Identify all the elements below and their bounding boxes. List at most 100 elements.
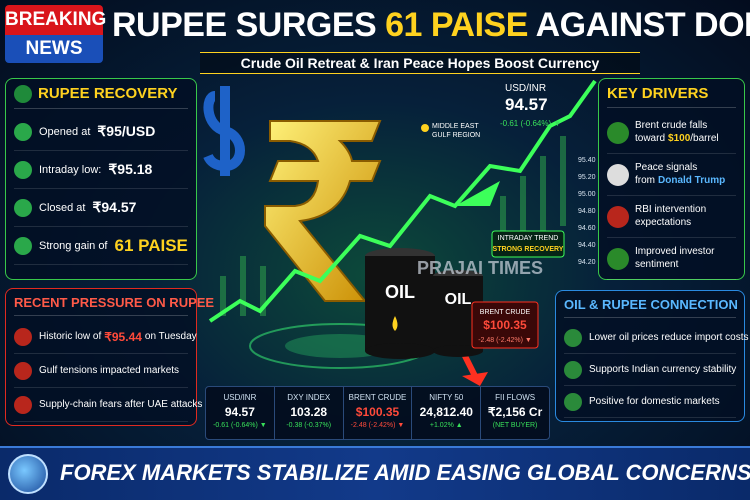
connection-panel: OIL & RUPEE CONNECTION Lower oil prices … xyxy=(555,290,749,422)
item-icon xyxy=(14,198,32,217)
panel-title-text: RUPEE RECOVERY xyxy=(38,85,178,102)
trend-label: INTRADAY TREND xyxy=(498,235,559,242)
headline-text: RUPEE SURGES xyxy=(112,6,377,44)
panel-title: KEY DRIVERS xyxy=(607,85,736,108)
ticker-cell: NIFTY 50 24,812.40 +1.02% ▲ xyxy=(412,387,482,439)
panel-title: RECENT PRESSURE ON RUPEE xyxy=(14,295,214,316)
usdinr-value: 94.57 xyxy=(505,95,548,114)
item-text: Lower oil prices reduce import costs xyxy=(589,332,749,343)
item-highlight: ₹95.44 xyxy=(104,329,142,344)
ticker-change: -2.48 (-2.42%) ▼ xyxy=(350,422,405,429)
axis-label: 94.80 xyxy=(578,208,596,215)
item-icon xyxy=(607,205,629,228)
connection-item: Positive for domestic markets xyxy=(564,386,736,418)
axis-label: 95.20 xyxy=(578,174,596,181)
ticker-value: 103.28 xyxy=(290,405,328,419)
item-icon xyxy=(14,327,32,346)
axis-label: 95.00 xyxy=(578,191,596,198)
connection-list: Lower oil prices reduce import costs Supp… xyxy=(564,322,749,418)
usdinr-change: -0.61 (-0.64%) ▼ xyxy=(500,119,561,128)
item-text-block: Peace signals from Donald Trump xyxy=(635,162,736,187)
ticker-cell: FII FLOWS ₹2,156 Cr (NET BUYER) xyxy=(481,387,549,439)
barrel-label: OIL xyxy=(445,291,472,308)
item-label: Closed at xyxy=(39,201,86,214)
panel-title: OIL & RUPEE CONNECTION xyxy=(564,297,738,318)
item-label: Strong gain of xyxy=(39,239,108,252)
connection-item: Lower oil prices reduce import costs xyxy=(564,322,749,354)
brent-value: $100.35 xyxy=(483,318,527,332)
item-highlight: Donald Trump xyxy=(658,174,726,186)
item-value: ₹95/USD xyxy=(97,123,156,140)
recovery-list: Opened at ₹95/USD Intraday low: ₹95.18 Close… xyxy=(14,113,188,266)
region-label: GULF REGION xyxy=(432,132,480,139)
driver-item: Improved investor sentiment xyxy=(607,238,736,280)
item-icon xyxy=(14,160,32,179)
item-text: Peace signals from xyxy=(635,162,698,186)
item-text: Improved investor sentiment xyxy=(635,246,715,270)
item-highlight: $100 xyxy=(668,132,691,144)
item-icon xyxy=(607,163,629,186)
headline: RUPEE SURGES 61 PAISE AGAINST DOLLAR xyxy=(112,6,750,45)
ticker-label: NIFTY 50 xyxy=(429,393,464,402)
oil-barrels xyxy=(365,248,483,359)
item-icon xyxy=(564,328,582,347)
badge-bottom: NEWS xyxy=(5,35,103,63)
pressure-item: Supply-chain fears after UAE attacks xyxy=(14,388,202,422)
ticker-value: 24,812.40 xyxy=(419,405,473,419)
footer-bar: FOREX MARKETS STABILIZE AMID EASING GLOB… xyxy=(0,446,750,500)
recovery-item: Strong gain of 61 PAISE xyxy=(14,227,188,266)
brent-change: -2.48 (-2.42%) ▼ xyxy=(478,337,532,344)
item-icon xyxy=(14,236,32,255)
footer-headline: FOREX MARKETS STABILIZE AMID EASING GLOB… xyxy=(60,460,750,485)
recovery-item: Intraday low: ₹95.18 xyxy=(14,151,188,190)
item-text: Brent crude falls toward xyxy=(635,120,708,144)
dollar-icon xyxy=(203,86,245,176)
barrel-label: OIL xyxy=(385,282,415,302)
item-value: ₹95.18 xyxy=(108,161,153,178)
pressure-list: Historic low of ₹95.44 on Tuesday Gulf tens… xyxy=(14,320,202,422)
ticker-cell: DXY INDEX 103.28 -0.38 (-0.37%) xyxy=(275,387,344,439)
item-label: Opened at xyxy=(39,125,91,138)
recovery-item: Opened at ₹95/USD xyxy=(14,113,188,152)
recovery-panel: RUPEE RECOVERY Opened at ₹95/USD Intraday … xyxy=(5,78,197,280)
ticker-label: DXY INDEX xyxy=(287,393,331,402)
item-value: 61 PAISE xyxy=(114,235,188,255)
item-icon xyxy=(607,247,629,270)
item-icon xyxy=(607,121,629,144)
ticker-change: -0.38 (-0.37%) xyxy=(286,422,332,429)
connection-item: Supports Indian currency stability xyxy=(564,354,736,386)
ticker-value: 94.57 xyxy=(224,405,255,419)
item-text: RBI intervention expectations xyxy=(635,204,707,228)
item-text: on Tuesday xyxy=(144,331,197,342)
pressure-item: Historic low of ₹95.44 on Tuesday xyxy=(14,320,197,354)
usdinr-label: USD/INR xyxy=(505,83,546,94)
item-text: Historic low of xyxy=(39,331,102,342)
center-art: OIL OIL PRAJAI TIMES MIDDLE EAST GULF RE… xyxy=(203,79,597,386)
axis-label: 94.20 xyxy=(578,259,596,266)
axis-label: 94.40 xyxy=(578,242,596,249)
recovery-item: Closed at ₹94.57 xyxy=(14,189,188,228)
driver-item: RBI intervention expectations xyxy=(607,196,736,238)
item-icon xyxy=(14,122,32,141)
ticker-change: (NET BUYER) xyxy=(492,422,538,429)
axis-label: 95.40 xyxy=(578,157,596,164)
drivers-list: Brent crude falls toward $100/barrel Peace… xyxy=(607,112,736,280)
ticker-cell: USD/INR 94.57 -0.61 (-0.64%) ▼ xyxy=(206,387,275,439)
subtitle: Crude Oil Retreat & Iran Peace Hopes Boo… xyxy=(200,52,640,74)
item-value: ₹94.57 xyxy=(92,199,137,216)
item-icon xyxy=(564,360,582,379)
globe-icon xyxy=(8,454,48,494)
item-text: Supply-chain fears after UAE attacks xyxy=(39,399,203,410)
trend-label: STRONG RECOVERY xyxy=(493,246,564,253)
item-text: Supports Indian currency stability xyxy=(589,364,737,375)
market-ticker: USD/INR 94.57 -0.61 (-0.64%) ▼ DXY INDEX 103… xyxy=(205,386,550,440)
pressure-panel: RECENT PRESSURE ON RUPEE Historic low of… xyxy=(5,288,214,426)
headline-highlight: 61 PAISE xyxy=(385,6,528,44)
item-text-block: Brent crude falls toward $100/barrel xyxy=(635,120,736,145)
ticker-label: FII FLOWS xyxy=(495,393,536,402)
region-label: MIDDLE EAST xyxy=(432,123,479,130)
ticker-change: +1.02% ▲ xyxy=(429,422,463,429)
brent-label: BRENT CRUDE xyxy=(480,309,531,316)
item-text-block: RBI intervention expectations xyxy=(635,204,736,229)
